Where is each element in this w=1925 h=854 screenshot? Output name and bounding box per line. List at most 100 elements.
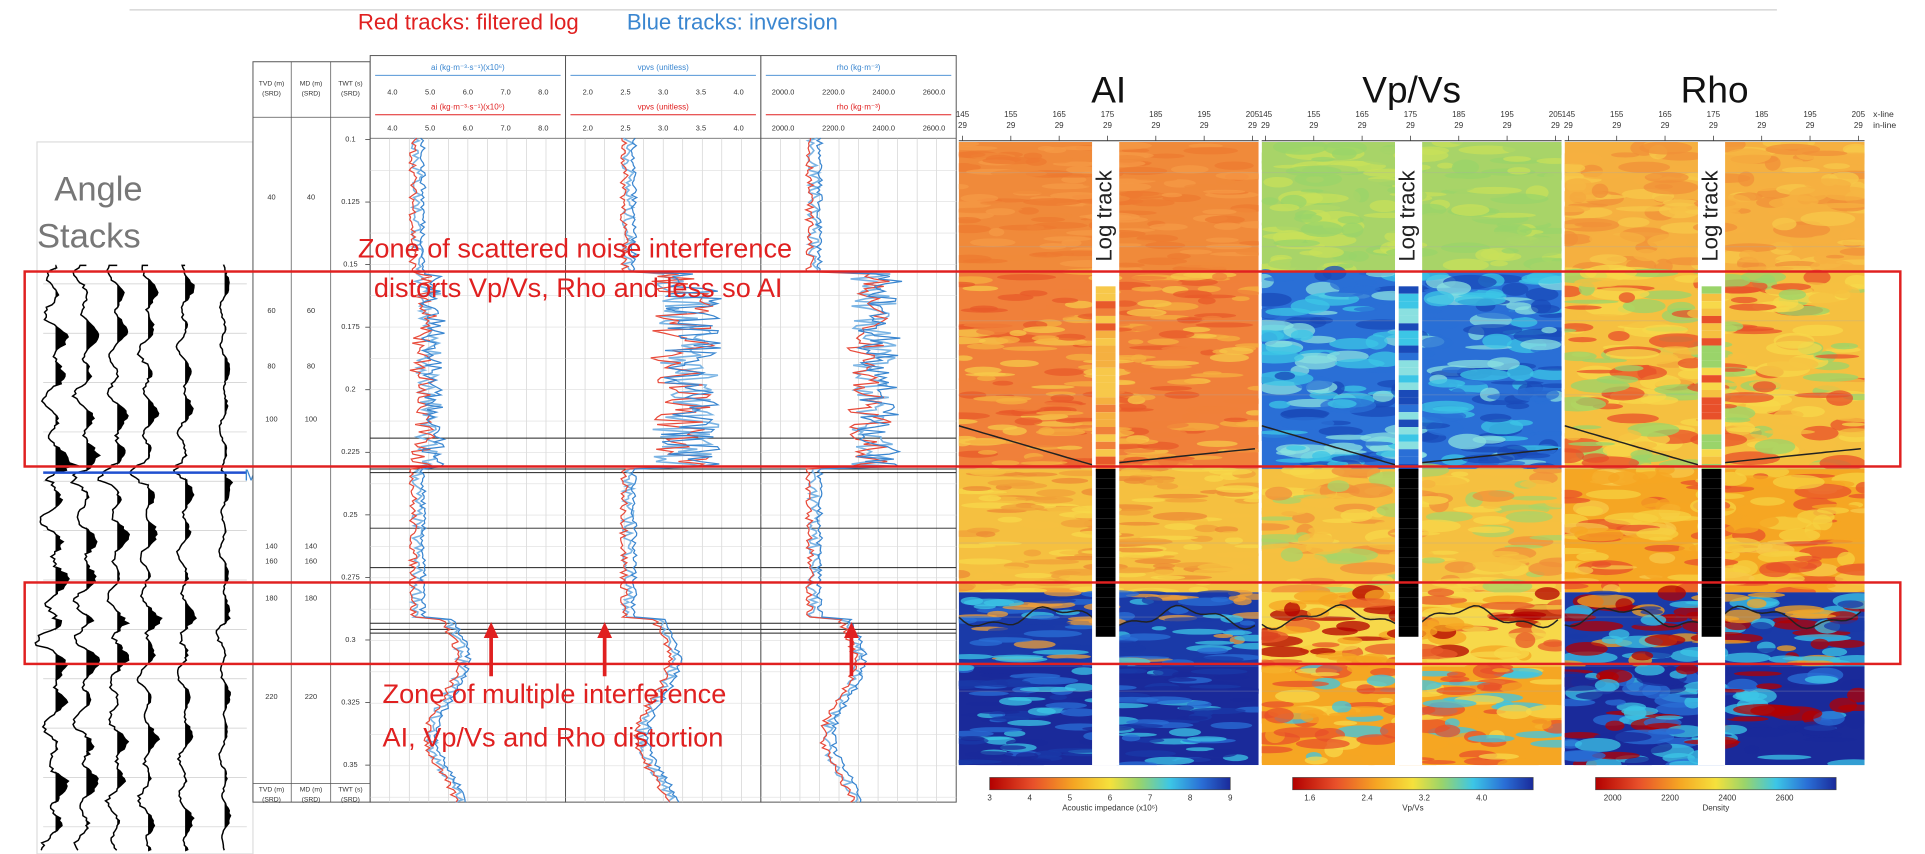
blob	[1019, 620, 1071, 626]
blob	[1154, 477, 1175, 484]
blob	[1529, 431, 1562, 436]
blob	[1130, 354, 1147, 363]
blob	[1466, 186, 1522, 195]
blob	[985, 208, 1016, 216]
inversion-tick: 6.0	[463, 88, 473, 97]
blob	[1473, 465, 1527, 476]
blob	[1574, 566, 1594, 575]
blob	[1592, 542, 1613, 551]
log-tick: 3.5	[696, 123, 706, 132]
blob	[1819, 455, 1865, 472]
blob	[1201, 315, 1223, 323]
blob	[991, 654, 1044, 659]
blob	[1046, 654, 1092, 660]
blob	[1274, 371, 1296, 381]
blob	[1112, 508, 1151, 516]
blob	[1261, 533, 1309, 543]
colorbar-tick: 1.6	[1304, 794, 1316, 803]
blob	[964, 751, 1014, 758]
blob	[1061, 239, 1082, 247]
blob	[1261, 665, 1291, 675]
blob	[980, 679, 1031, 688]
blob	[1328, 712, 1375, 718]
blob	[1176, 316, 1205, 323]
blob	[1121, 734, 1141, 742]
blob	[1061, 176, 1087, 184]
blob	[1519, 479, 1553, 489]
log-header: rho (kg·m⁻³)	[837, 103, 881, 112]
blob	[1264, 340, 1293, 348]
blob	[1829, 153, 1865, 165]
blob	[1797, 509, 1835, 525]
blob	[1564, 750, 1606, 762]
colorbar-label: Density	[1702, 803, 1729, 812]
blob	[1021, 676, 1079, 685]
blob	[1131, 325, 1171, 332]
blob	[1215, 485, 1259, 493]
blob	[1802, 373, 1859, 382]
blob	[1435, 681, 1491, 686]
blob	[1013, 640, 1056, 649]
blob	[1275, 689, 1320, 703]
blob	[1183, 147, 1238, 155]
log-strip-cell	[1398, 617, 1419, 627]
log-strip-cell	[1095, 587, 1116, 598]
blob	[960, 735, 985, 742]
blob	[1167, 253, 1191, 260]
blob	[1513, 387, 1560, 402]
blob	[1071, 667, 1097, 675]
blob	[1190, 372, 1244, 378]
annotations: Zone of scattered noise interference dist…	[23, 233, 1902, 752]
log-strip-cell	[1701, 441, 1722, 450]
blob	[1529, 678, 1562, 685]
blob	[1564, 305, 1602, 310]
blob	[1799, 546, 1849, 559]
log-strip-cell	[1398, 434, 1419, 442]
inversion-curve	[805, 137, 897, 803]
blob	[1781, 167, 1820, 173]
blob	[1428, 379, 1466, 388]
xline-tick: 185	[1452, 110, 1466, 119]
axis-label: x-line	[1873, 109, 1894, 119]
blob	[1478, 753, 1520, 760]
log-strip-cell	[1095, 617, 1116, 627]
blob	[1589, 254, 1627, 265]
colorbar	[1292, 777, 1534, 791]
depth-frame	[252, 61, 371, 803]
blob	[1492, 668, 1510, 673]
blob	[1647, 234, 1688, 250]
blob	[969, 238, 1016, 247]
blob	[1772, 217, 1797, 231]
blob	[1541, 326, 1557, 334]
blob	[1639, 606, 1662, 611]
log-strip-cell	[1398, 478, 1419, 489]
blob	[1217, 531, 1248, 538]
blob	[1166, 379, 1205, 385]
blob	[958, 469, 1016, 474]
blob	[1233, 459, 1259, 464]
blob	[1634, 663, 1665, 676]
blob	[1312, 451, 1331, 461]
annotation: AI, Vp/Vs and Rho distortion	[383, 721, 724, 752]
blob	[1605, 349, 1660, 360]
blob	[1189, 684, 1241, 689]
blob	[1333, 720, 1358, 726]
blob	[1331, 147, 1357, 160]
inversion-tick: 2200.0	[822, 88, 845, 97]
log-strip-cell	[1398, 441, 1419, 450]
blob	[1526, 237, 1562, 252]
blob	[1186, 736, 1227, 742]
log-strip-cell	[1095, 367, 1116, 376]
column-header: (SRD)	[341, 796, 360, 803]
blob	[968, 691, 1009, 696]
blob	[1564, 677, 1606, 692]
blob	[1587, 590, 1620, 596]
xline-tick: 205	[1549, 110, 1563, 119]
inversion-header: vpvs (unitless)	[638, 63, 690, 72]
log-strip-cell	[1701, 330, 1722, 339]
md-label: 60	[307, 306, 315, 315]
trace	[34, 264, 80, 851]
inline-tick: 29	[1503, 121, 1512, 130]
blob	[1487, 252, 1522, 261]
trace	[97, 264, 131, 851]
